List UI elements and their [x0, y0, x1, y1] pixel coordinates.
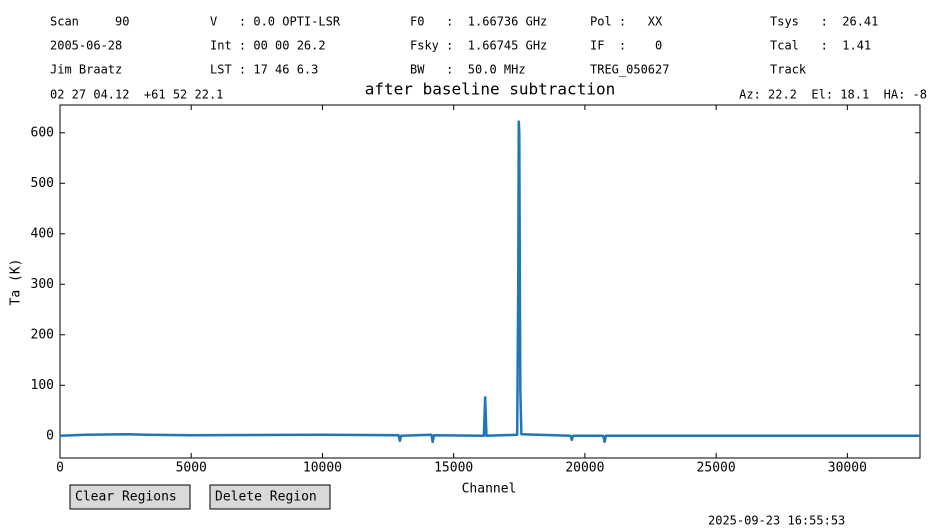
x-tick-label: 15000 — [434, 461, 473, 476]
position: 02 27 04.12 +61 52 22.1 — [50, 88, 223, 102]
x-tick-label: 0 — [56, 461, 64, 476]
button-label[interactable]: Delete Region — [215, 490, 317, 505]
plot-frame — [59, 104, 921, 459]
chart-title: after baseline subtraction — [365, 80, 615, 99]
timestamp: 2025-09-23 16:55:53 — [708, 514, 845, 528]
y-tick-label: 100 — [31, 378, 54, 393]
header-field: Jim Braatz — [50, 63, 122, 77]
pointing: Az: 22.2 El: 18.1 HA: -8 — [739, 88, 927, 102]
x-tick-label: 30000 — [828, 461, 867, 476]
header-field: Scan 90 — [50, 15, 129, 29]
x-tick-label: 10000 — [303, 461, 342, 476]
y-tick-label: 500 — [31, 176, 54, 191]
header-field: Int : 00 00 26.2 — [210, 39, 326, 53]
header-field: V : 0.0 OPTI-LSR — [210, 15, 341, 29]
header-field: IF : 0 — [590, 39, 662, 53]
header-field: 2005-06-28 — [50, 39, 122, 53]
button[interactable] — [209, 484, 331, 510]
y-tick-label: 600 — [31, 125, 54, 140]
y-tick-label: 0 — [46, 428, 54, 443]
button[interactable] — [69, 484, 191, 510]
y-tick-label: 300 — [31, 277, 54, 292]
header-field: Fsky : 1.66745 GHz — [410, 39, 547, 53]
header-field: TREG_050627 — [590, 63, 669, 77]
header-field: Tsys : 26.41 — [770, 15, 878, 29]
header-field: BW : 50.0 MHz — [410, 63, 526, 77]
x-tick-label: 25000 — [697, 461, 736, 476]
header-field: Tcal : 1.41 — [770, 39, 871, 53]
x-axis-label: Channel — [462, 482, 517, 497]
header-field: F0 : 1.66736 GHz — [410, 15, 547, 29]
y-tick-label: 400 — [31, 226, 54, 241]
header-field: Pol : XX — [590, 15, 663, 29]
x-tick-label: 5000 — [176, 461, 207, 476]
header-field: LST : 17 46 6.3 — [210, 63, 318, 77]
header-field: Track — [770, 63, 807, 77]
y-axis-label: Ta (K) — [9, 259, 24, 306]
x-tick-label: 20000 — [565, 461, 604, 476]
spectrum-line — [59, 120, 920, 444]
y-tick-label: 200 — [31, 327, 54, 342]
button-label[interactable]: Clear Regions — [75, 490, 177, 505]
